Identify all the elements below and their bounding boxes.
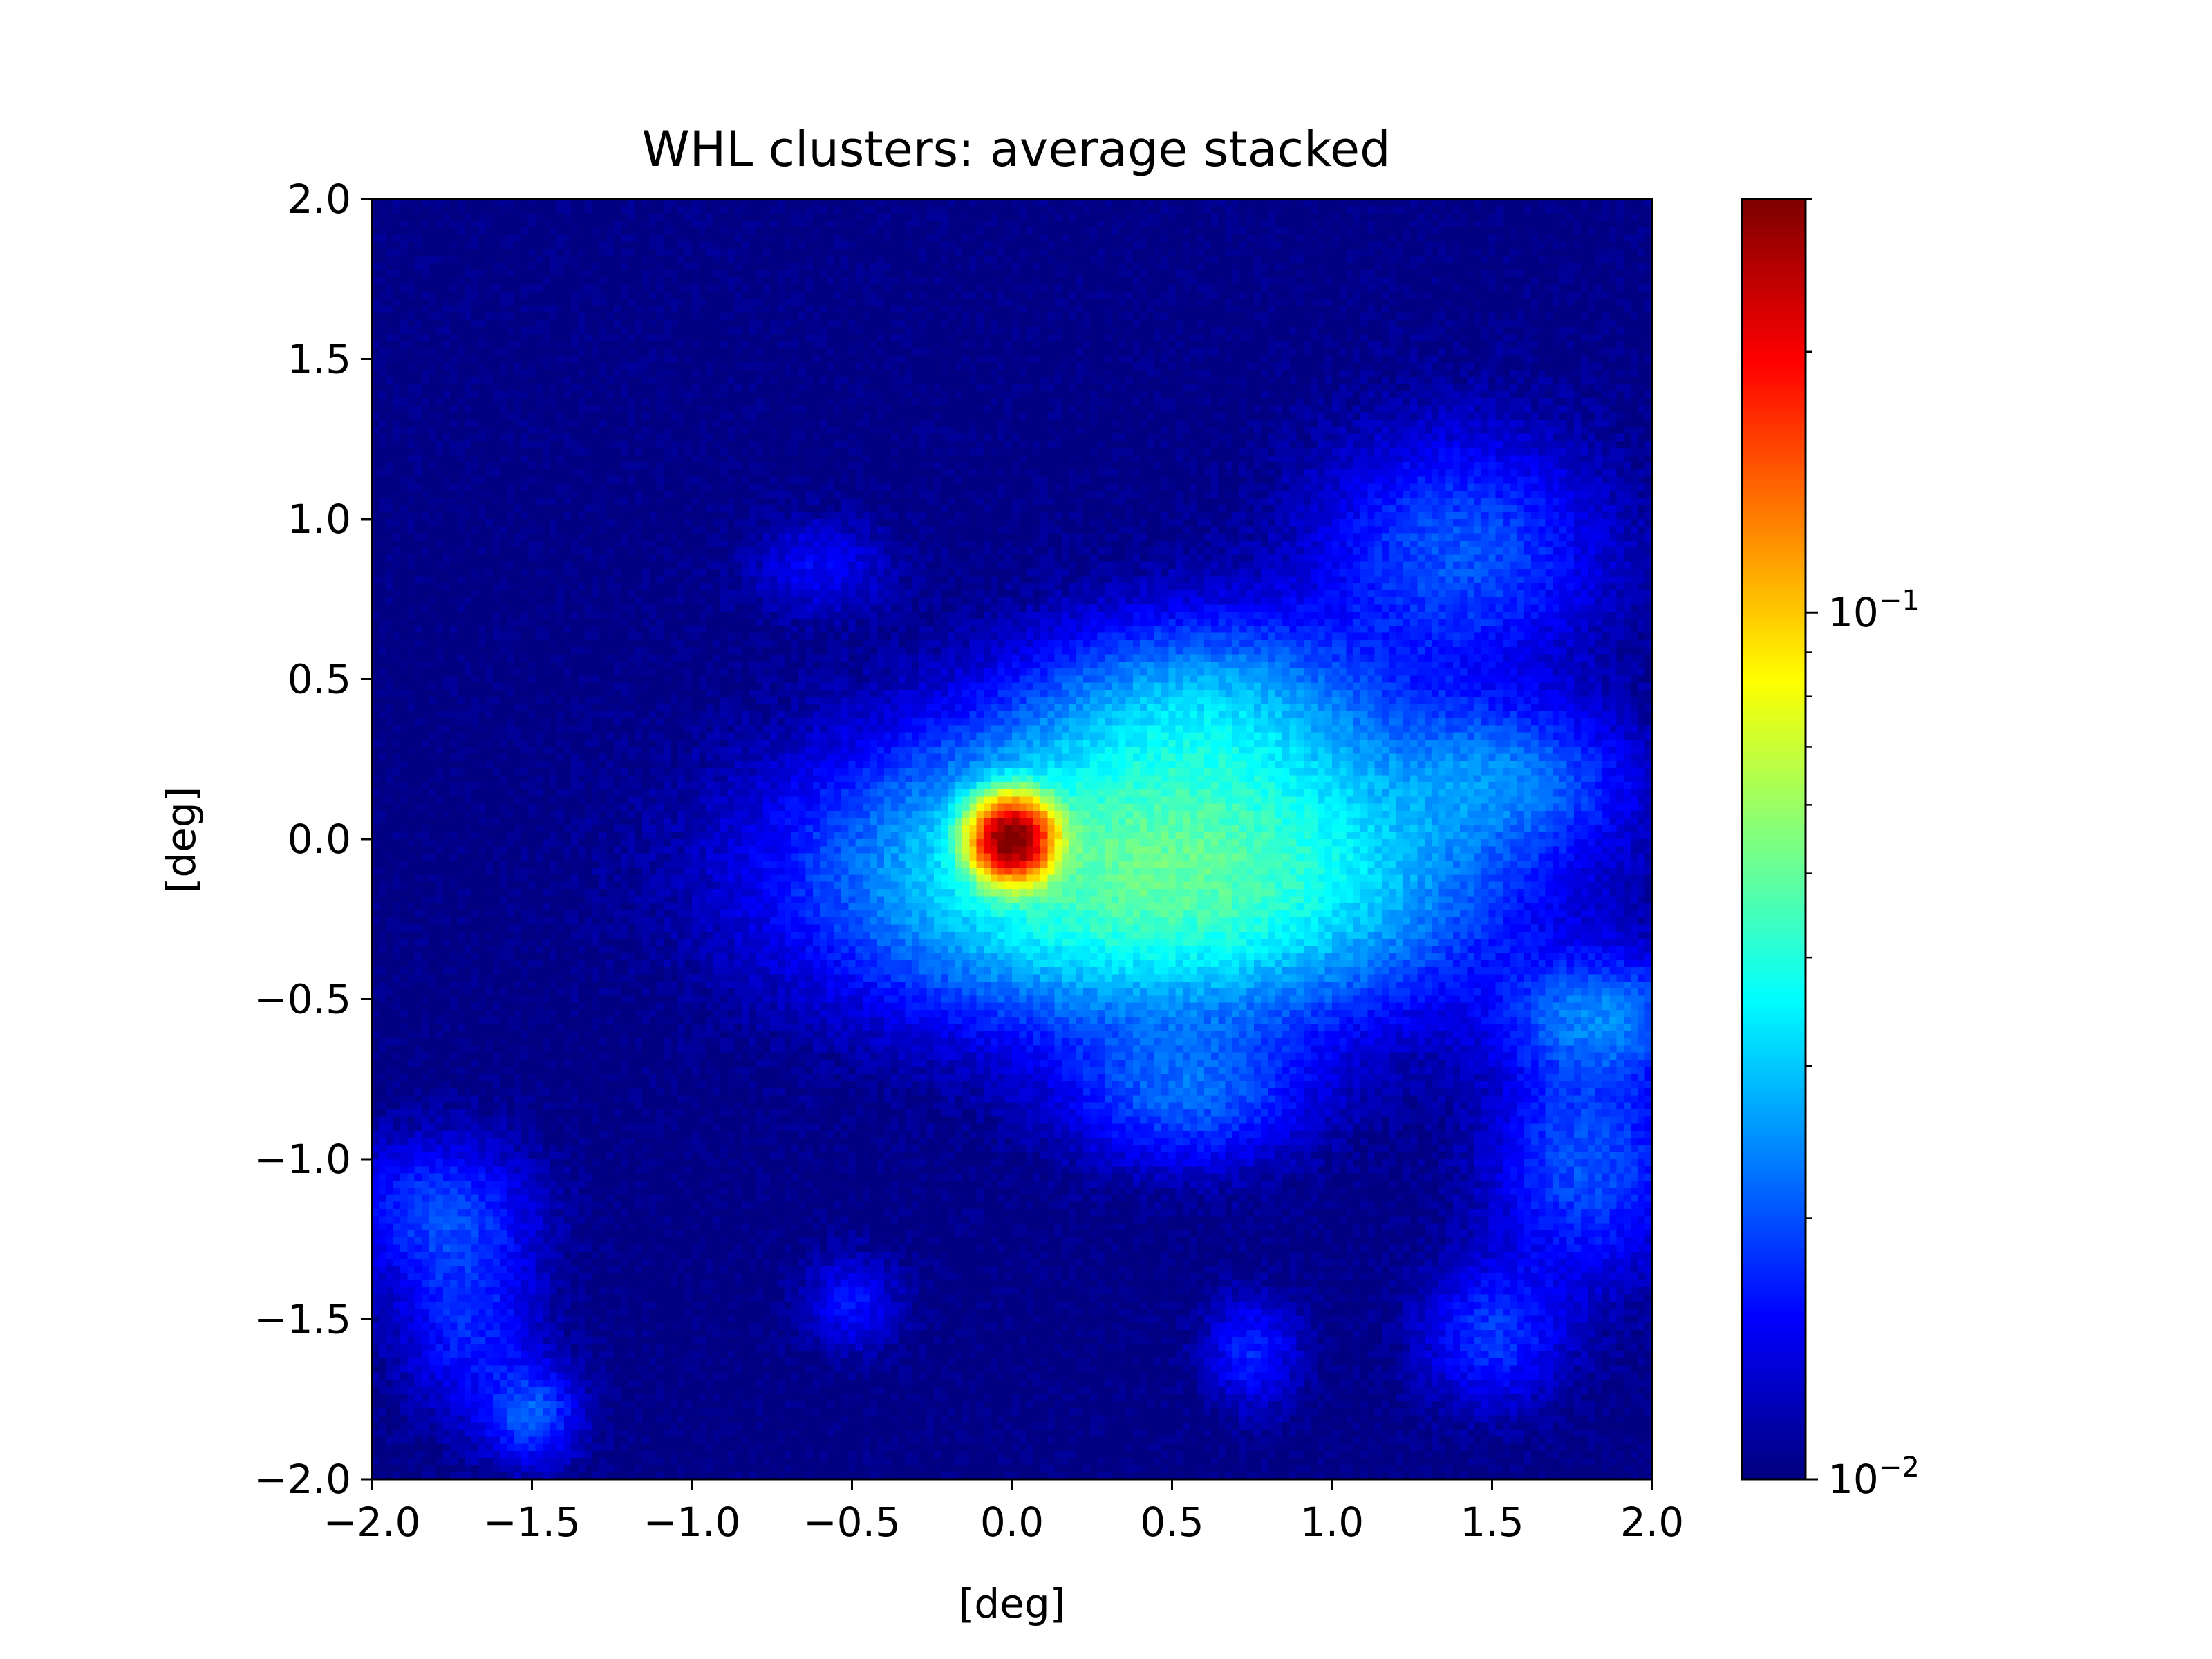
chart-title: WHL clusters: average stacked (641, 121, 1390, 178)
colorbar-frame (1741, 198, 1807, 1481)
x-tick-label: −0.5 (803, 1499, 901, 1546)
colorbar-ticks: 10−1 10−2 (1806, 198, 1920, 1503)
y-tick-label: 0.0 (288, 816, 351, 863)
colorbar: 10−1 10−2 (1741, 198, 1920, 1503)
colorbar-tick-label: 10−2 (1828, 1452, 1920, 1503)
y-tick-label: −2.0 (254, 1456, 351, 1503)
x-tick-label: −1.0 (644, 1499, 741, 1546)
y-tick-label: 1.5 (288, 336, 351, 383)
x-tick-label: 1.0 (1300, 1499, 1364, 1546)
y-tick-label: −1.0 (254, 1136, 351, 1183)
y-tick-label: 0.5 (288, 656, 351, 703)
heatmap-image (372, 199, 1652, 1479)
colorbar-tick-label: 10−1 (1828, 585, 1920, 636)
y-tick-label: −1.5 (254, 1296, 351, 1343)
y-tick-label: 2.0 (288, 176, 351, 223)
y-axis: 2.0 1.5 1.0 0.5 0.0 −0.5 −1.0 −1.5 −2.0 (254, 176, 372, 1503)
x-tick-label: −2.0 (324, 1499, 421, 1546)
colorbar-gradient (1742, 199, 1806, 1479)
y-tick-label: −0.5 (254, 976, 351, 1023)
x-tick-label: 1.5 (1460, 1499, 1524, 1546)
y-tick-label: 1.0 (288, 496, 351, 543)
plot-area (371, 198, 1653, 1481)
x-tick-label: 0.0 (980, 1499, 1044, 1546)
x-tick-label: 2.0 (1620, 1499, 1684, 1546)
y-axis-label: [deg] (158, 787, 205, 894)
x-tick-label: −1.5 (483, 1499, 581, 1546)
x-axis-label: [deg] (959, 1580, 1066, 1627)
x-tick-label: 0.5 (1140, 1499, 1203, 1546)
x-axis: −2.0 −1.5 −1.0 −0.5 0.0 0.5 1.0 1.5 2.0 (324, 1479, 1684, 1546)
